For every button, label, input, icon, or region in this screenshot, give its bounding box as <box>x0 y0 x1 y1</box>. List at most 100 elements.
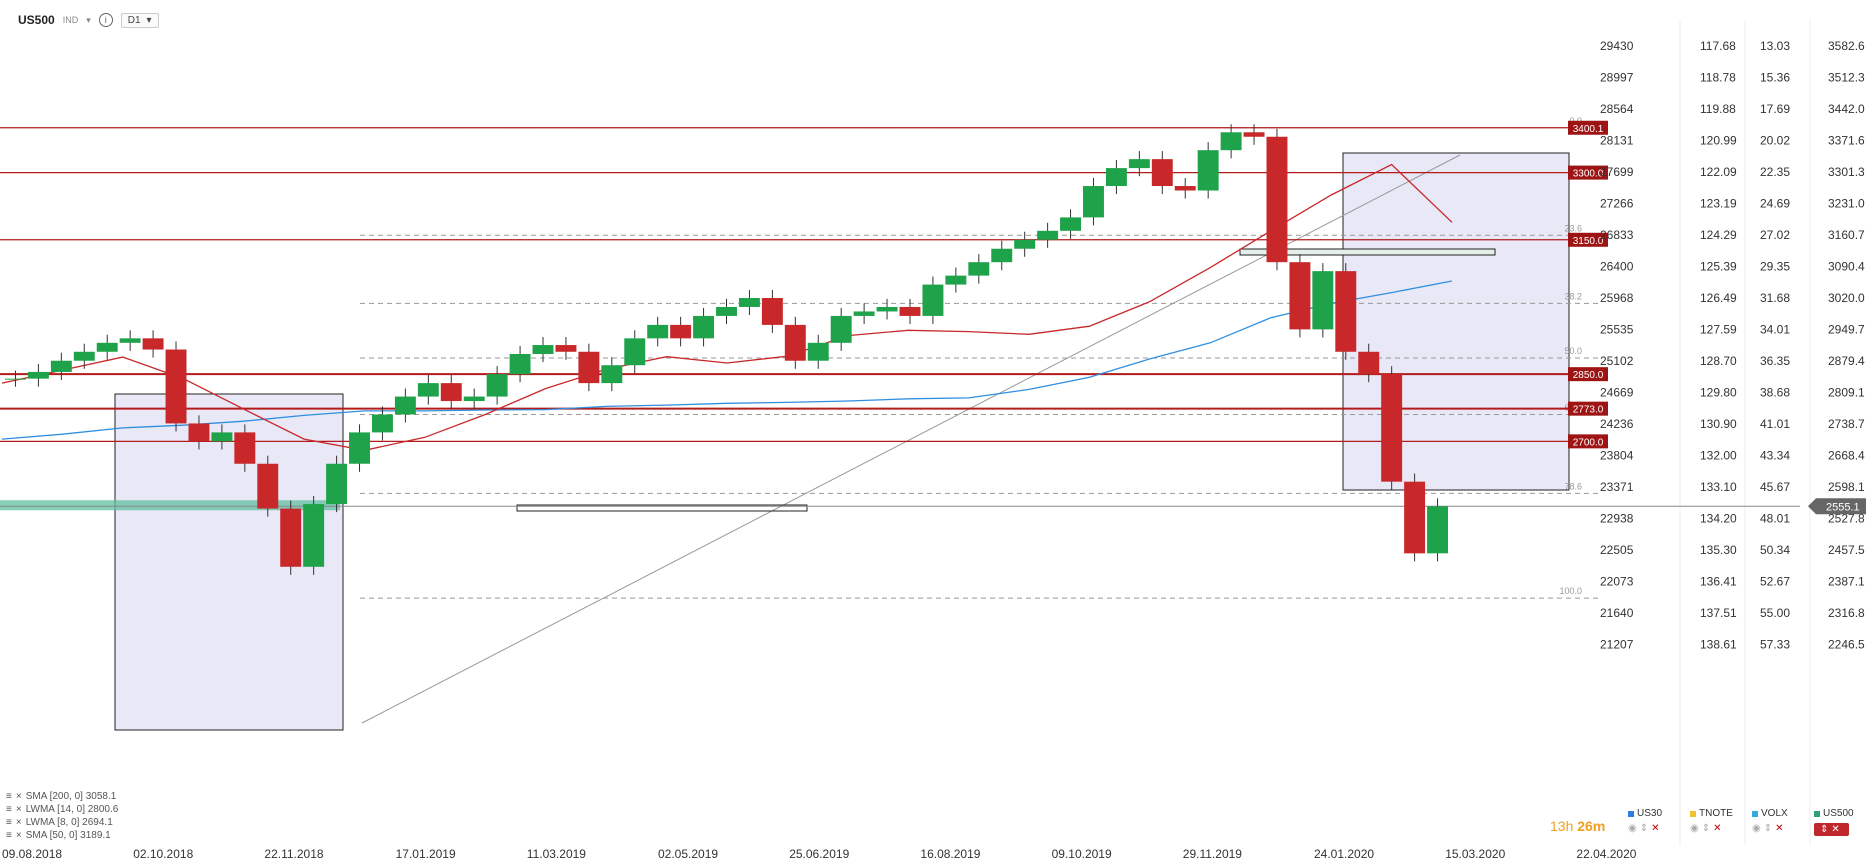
indicator-label: SMA [50, 0] 3189.1 <box>25 830 111 841</box>
close-icon[interactable]: × <box>15 804 22 815</box>
instrument-tab-us500[interactable]: US500 ⇕✕ <box>1814 808 1854 836</box>
x-tick-label: 24.01.2020 <box>1314 847 1374 861</box>
info-icon[interactable]: i <box>98 13 113 27</box>
instrument-controls[interactable]: ◉⇕✕ <box>1752 823 1787 834</box>
candle-body <box>784 324 806 361</box>
y-tick-label: 3231.0 <box>1828 197 1865 211</box>
fib-level-label: 50.0 <box>1564 346 1582 356</box>
menu-icon[interactable]: ≡ <box>6 791 12 802</box>
drawn-zone[interactable] <box>516 504 808 512</box>
candle-body <box>303 504 325 567</box>
instrument-controls[interactable]: ◉⇕✕ <box>1628 823 1663 834</box>
menu-icon[interactable]: ≡ <box>6 804 12 815</box>
instrument-controls[interactable]: ⇕✕ <box>1814 823 1849 836</box>
x-tick-label: 29.11.2019 <box>1183 847 1242 861</box>
y-tick-label: 118.78 <box>1700 71 1736 85</box>
y-tick-label: 17.69 <box>1760 102 1790 116</box>
y-tick-label: 2598.1 <box>1828 480 1865 494</box>
close-icon[interactable]: × <box>15 791 22 802</box>
y-tick-label: 28131 <box>1600 134 1634 148</box>
y-tick-label: 122.09 <box>1700 165 1737 179</box>
candle-timer: 13h 26m <box>1550 818 1605 834</box>
current-price-label: 2555.1 <box>1826 501 1860 513</box>
y-tick-label: 26833 <box>1600 228 1634 242</box>
sort-icon: ⇕ <box>1820 824 1832 835</box>
x-tick-label: 02.10.2018 <box>133 847 193 861</box>
candle-body <box>486 374 508 397</box>
y-tick-label: 2527.8 <box>1828 512 1865 526</box>
candle-body <box>532 345 554 355</box>
y-tick-label: 120.99 <box>1700 134 1737 148</box>
close-icon[interactable]: × <box>15 830 22 841</box>
drawn-zone[interactable] <box>1239 248 1496 256</box>
y-tick-label: 127.59 <box>1700 323 1737 337</box>
candle-body <box>349 432 370 464</box>
indicator-row[interactable]: ≡ × LWMA [8, 0] 2694.1 <box>6 816 118 829</box>
timer-hours: 13h <box>1550 818 1574 834</box>
indicator-row[interactable]: ≡ × SMA [200, 0] 3058.1 <box>6 790 118 803</box>
timeframe-select[interactable]: D1 ▾ <box>120 12 159 28</box>
color-swatch <box>1628 810 1634 817</box>
candle-body <box>968 262 990 276</box>
y-tick-label: 2879.4 <box>1828 354 1865 368</box>
level-label: 3150.0 <box>1573 236 1604 247</box>
candle-body <box>807 342 829 361</box>
menu-icon[interactable]: ≡ <box>6 817 12 828</box>
close-icon: ✕ <box>1775 823 1787 834</box>
candle-body <box>922 284 944 316</box>
y-tick-label: 23804 <box>1600 449 1634 463</box>
y-tick-label: 119.88 <box>1700 102 1736 116</box>
x-tick-label: 15.03.2020 <box>1445 847 1505 861</box>
x-tick-label: 02.05.2019 <box>658 847 718 861</box>
instrument-tab-tnote[interactable]: TNOTE ◉⇕✕ <box>1690 808 1733 834</box>
y-tick-label: 43.34 <box>1760 449 1790 463</box>
price-band <box>0 500 340 511</box>
x-tick-label: 22.11.2018 <box>264 847 323 861</box>
level-label-box <box>1568 165 1608 180</box>
y-tick-label: 55.00 <box>1760 606 1790 620</box>
y-tick-label: 45.67 <box>1760 480 1790 494</box>
menu-icon[interactable]: ≡ <box>6 830 12 841</box>
y-tick-label: 3160.7 <box>1828 228 1865 242</box>
candle-body <box>670 324 692 339</box>
candle-body <box>899 306 921 316</box>
y-tick-label: 29.35 <box>1760 260 1790 274</box>
y-tick-label: 137.51 <box>1700 606 1737 620</box>
close-icon[interactable]: × <box>15 817 22 828</box>
candle-body <box>257 463 279 509</box>
candle-body <box>509 354 531 375</box>
instrument-name: US500 <box>1823 808 1854 819</box>
y-tick-label: 31.68 <box>1760 291 1790 305</box>
indicator-row[interactable]: ≡ × SMA [50, 0] 3189.1 <box>6 829 118 842</box>
candle-body <box>738 298 760 307</box>
timer-minutes: 26m <box>1577 818 1606 834</box>
chevron-down-icon[interactable]: ▾ <box>86 14 91 25</box>
y-tick-label: 129.80 <box>1700 386 1737 400</box>
close-icon: ✕ <box>1651 823 1663 834</box>
candle-body <box>991 248 1013 263</box>
instrument-tab-volx[interactable]: VOLX ◉⇕✕ <box>1752 808 1788 834</box>
indicator-label: LWMA [8, 0] 2694.1 <box>25 817 113 828</box>
y-tick-label: 2246.5 <box>1828 638 1865 652</box>
y-tick-label: 25535 <box>1600 323 1634 337</box>
candle-body <box>73 351 95 361</box>
candle-body <box>371 414 393 433</box>
y-tick-label: 25968 <box>1600 291 1634 305</box>
y-tick-label: 132.00 <box>1700 449 1737 463</box>
instrument-tab-us30[interactable]: US30 ◉⇕✕ <box>1628 808 1663 834</box>
fib-level-label: 38.2 <box>1564 291 1582 301</box>
instrument-controls[interactable]: ◉⇕✕ <box>1690 823 1725 834</box>
current-price-tag <box>1808 498 1866 515</box>
level-label: 2850.0 <box>1573 370 1604 381</box>
y-tick-label: 2668.4 <box>1828 449 1865 463</box>
y-tick-label: 2809.1 <box>1828 386 1865 400</box>
candle-body <box>417 383 439 397</box>
fib-level-label: 23.6 <box>1564 223 1582 233</box>
symbol-label[interactable]: US500 <box>18 13 55 27</box>
y-tick-label: 27699 <box>1600 165 1634 179</box>
indicator-row[interactable]: ≡ × LWMA [14, 0] 2800.6 <box>6 803 118 816</box>
y-tick-label: 135.30 <box>1700 543 1737 557</box>
moving-average-line <box>1 280 1453 440</box>
drawn-rectangle[interactable] <box>1342 152 1570 491</box>
